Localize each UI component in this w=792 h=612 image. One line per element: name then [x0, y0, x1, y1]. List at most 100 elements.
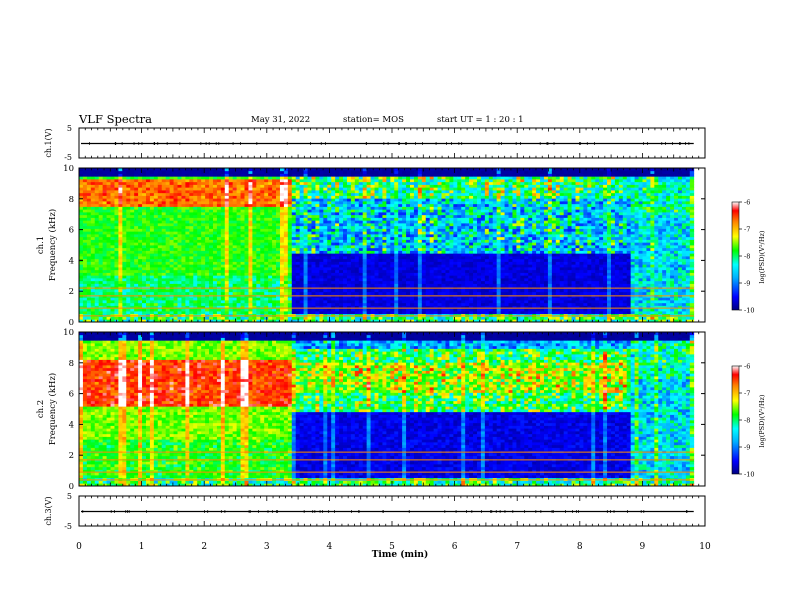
spectrogram-cell: [350, 217, 356, 221]
spectrogram-cell: [142, 223, 147, 227]
spectrogram-cell: [193, 184, 198, 188]
spectrogram-cell: [126, 203, 131, 207]
spectrogram-cell: [417, 291, 423, 295]
spectrogram-cell: [220, 297, 226, 301]
spectrogram-cell: [260, 289, 265, 293]
spectrogram-cell: [374, 300, 379, 304]
spectrogram-cell: [335, 272, 340, 276]
spectrogram-cell: [138, 217, 143, 221]
spectrogram-cell: [212, 225, 218, 229]
spectrogram-cell: [79, 220, 84, 224]
spectrogram-cell: [149, 289, 155, 293]
spectrogram-cell: [157, 190, 163, 194]
spectrogram-cell: [307, 264, 312, 268]
spectrogram-cell: [106, 283, 111, 287]
spectrogram-cell: [256, 214, 261, 218]
spectrogram-cell: [236, 217, 241, 221]
spectrogram-cell: [193, 311, 198, 315]
spectrogram-cell: [386, 319, 391, 323]
spectrogram-cell: [142, 305, 147, 309]
spectrogram-cell: [126, 247, 131, 251]
spectrogram-cell: [283, 187, 289, 191]
spectrogram-cell: [149, 168, 155, 172]
spectrogram-cell: [402, 316, 407, 320]
spectrogram-cell: [398, 179, 403, 183]
spectrogram-cell: [216, 245, 222, 249]
spectrogram-cell: [295, 195, 301, 199]
spectrogram-cell: [122, 176, 127, 180]
spectrogram-cell: [220, 198, 226, 202]
spectrogram-cell: [421, 195, 427, 199]
spectrogram-cell: [374, 203, 379, 207]
spectrogram-cell: [311, 291, 316, 295]
spectrogram-cell: [276, 316, 281, 320]
spectrogram-cell: [323, 269, 328, 273]
spectrogram-cell: [339, 300, 344, 304]
spectrogram-cell: [350, 291, 356, 295]
spectrogram-cell: [106, 209, 111, 213]
spectrogram-cell: [157, 179, 163, 183]
spectrogram-cell: [134, 261, 139, 265]
spectrogram-cell: [134, 195, 139, 199]
spectrogram-cell: [130, 316, 135, 320]
spectrogram-cell: [86, 236, 92, 240]
spectrogram-cell: [197, 316, 202, 320]
spectrogram-cell: [153, 234, 159, 238]
spectrogram-cell: [382, 231, 387, 235]
spectrogram-cell: [323, 242, 328, 246]
spectrogram-cell: [193, 214, 198, 218]
spectrogram-cell: [157, 187, 163, 191]
spectrogram-cell: [287, 267, 293, 271]
spectrogram-cell: [346, 275, 352, 279]
spectrogram-cell: [169, 319, 174, 323]
spectrogram-cell: [394, 187, 399, 191]
spectrogram-cell: [153, 283, 159, 287]
spectrogram-cell: [82, 300, 88, 304]
spectrogram-cell: [244, 283, 249, 287]
spectrogram-cell: [299, 297, 305, 301]
spectrogram-cell: [212, 316, 218, 320]
spectrogram-cell: [386, 305, 391, 309]
spectrogram-cell: [82, 170, 88, 174]
spectrogram-cell: [402, 302, 407, 306]
spectrogram-cell: [106, 234, 111, 238]
spectrogram-cell: [102, 280, 107, 284]
spectrogram-cell: [205, 173, 210, 177]
spectrogram-cell: [169, 308, 174, 312]
spectrogram-cell: [228, 206, 234, 210]
spectrogram-cell: [185, 223, 190, 227]
spectrogram-cell: [374, 256, 379, 260]
spectrogram-cell: [398, 225, 403, 229]
spectrogram-cell: [315, 245, 320, 249]
spectrogram-cell: [402, 187, 407, 191]
spectrogram-cell: [138, 253, 143, 257]
spectrogram-cell: [370, 190, 375, 194]
spectrogram-cell: [232, 170, 238, 174]
spectrogram-cell: [283, 223, 289, 227]
spectrogram-cell: [346, 168, 352, 172]
spectrogram-cell: [295, 203, 301, 207]
spectrogram-cell: [90, 190, 96, 194]
spectrogram-cell: [272, 179, 277, 183]
spectrogram-cell: [410, 179, 415, 183]
spectrogram-cell: [287, 283, 293, 287]
spectrogram-cell: [118, 236, 123, 240]
spectrogram-cell: [311, 253, 316, 257]
spectrogram-cell: [205, 168, 210, 172]
spectrogram-cell: [264, 206, 269, 210]
spectrogram-cell: [370, 247, 375, 251]
spectrogram-cell: [240, 291, 245, 295]
spectrogram-cell: [331, 300, 336, 304]
spectrogram-cell: [276, 319, 281, 323]
spectrogram-cell: [161, 192, 167, 196]
spectrogram-cell: [287, 209, 293, 213]
spectrogram-cell: [185, 305, 190, 309]
spectrogram-cell: [287, 272, 293, 276]
spectrogram-cell: [268, 181, 273, 185]
spectrogram-cell: [209, 258, 214, 262]
spectrogram-cell: [209, 269, 214, 273]
spectrogram-cell: [240, 214, 245, 218]
spectrogram-cell: [331, 220, 336, 224]
spectrogram-cell: [110, 313, 115, 317]
spectrogram-cell: [410, 212, 415, 216]
